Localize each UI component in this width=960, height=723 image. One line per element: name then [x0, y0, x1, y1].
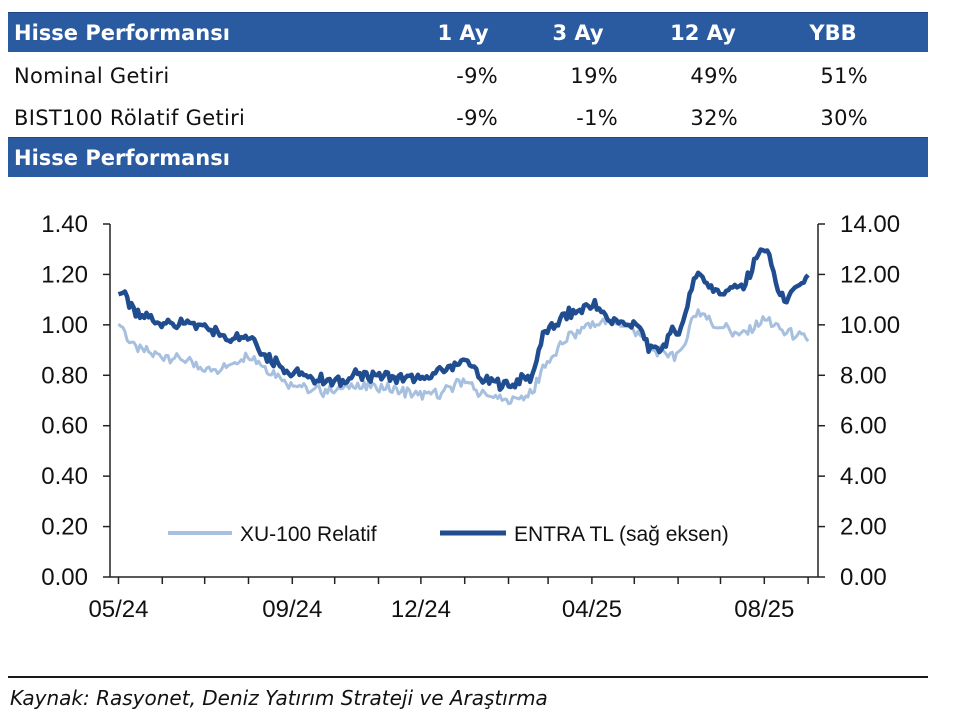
- cell-1-ay: -9%: [456, 64, 498, 88]
- right-tick-label: 4.00: [840, 463, 887, 490]
- right-tick-label: 6.00: [840, 413, 887, 440]
- left-tick-label: 0.20: [41, 514, 88, 541]
- table-title: Hisse Performansı: [14, 21, 230, 45]
- chart-axes: 0.00 0.20 0.40 0.60 0.80 1.00 1.20 1.40 0.00 2.00…: [41, 211, 900, 623]
- x-tick-label: 09/24: [262, 596, 322, 623]
- xu100-relative-line: [117, 308, 810, 406]
- cell-ybb: 30%: [820, 106, 868, 130]
- chart-legend: XU-100 Relatif ENTRA TL (sağ eksen): [168, 523, 729, 546]
- right-tick-label: 12.00: [840, 261, 900, 288]
- right-tick-label: 0.00: [840, 564, 887, 591]
- source-note: Kaynak: Rasyonet, Deniz Yatırım Strateji…: [10, 686, 548, 710]
- right-tick-label: 2.00: [840, 514, 887, 541]
- chart-title-bar: Hisse Performansı: [8, 137, 928, 177]
- x-tick-label: 08/25: [734, 596, 794, 623]
- left-tick-label: 0.40: [41, 463, 88, 490]
- legend-label-entra: ENTRA TL (sağ eksen): [514, 523, 729, 546]
- legend-label-xu100: XU-100 Relatif: [240, 523, 377, 546]
- right-tick-label: 8.00: [840, 362, 887, 389]
- entra-price-line: [117, 247, 810, 392]
- left-tick-label: 0.60: [41, 413, 88, 440]
- left-tick-label: 1.40: [41, 211, 88, 238]
- col-header-ybb: YBB: [809, 21, 857, 45]
- x-tick-label: 05/24: [88, 596, 148, 623]
- right-tick-label: 14.00: [840, 211, 900, 238]
- right-tick-label: 10.00: [840, 312, 900, 339]
- x-tick-label: 04/25: [562, 596, 622, 623]
- col-header-3-ay: 3 Ay: [552, 21, 604, 45]
- row-label: Nominal Getiri: [14, 64, 170, 88]
- chart-lines: [117, 247, 810, 406]
- source-divider: [8, 676, 928, 678]
- performance-chart: 0.00 0.20 0.40 0.60 0.80 1.00 1.20 1.40 0.00 2.00…: [41, 211, 900, 623]
- table-row: Nominal Getiri -9% 19% 49% 51%: [8, 56, 928, 96]
- cell-3-ay: -1%: [576, 106, 618, 130]
- left-tick-label: 0.80: [41, 362, 88, 389]
- left-tick-label: 0.00: [41, 564, 88, 591]
- cell-3-ay: 19%: [570, 64, 618, 88]
- col-header-12-ay: 12 Ay: [670, 21, 736, 45]
- table-row: BIST100 Rölatif Getiri -9% -1% 32% 30%: [8, 98, 928, 138]
- table-header: Hisse Performansı 1 Ay 3 Ay 12 Ay YBB: [8, 12, 928, 52]
- left-tick-label: 1.20: [41, 261, 88, 288]
- cell-ybb: 51%: [820, 64, 868, 88]
- left-tick-label: 1.00: [41, 312, 88, 339]
- x-tick-label: 12/24: [391, 596, 451, 623]
- row-label: BIST100 Rölatif Getiri: [14, 106, 246, 130]
- chart-title: Hisse Performansı: [14, 146, 230, 170]
- cell-12-ay: 49%: [690, 64, 738, 88]
- col-header-1-ay: 1 Ay: [437, 21, 489, 45]
- cell-12-ay: 32%: [690, 106, 738, 130]
- cell-1-ay: -9%: [456, 106, 498, 130]
